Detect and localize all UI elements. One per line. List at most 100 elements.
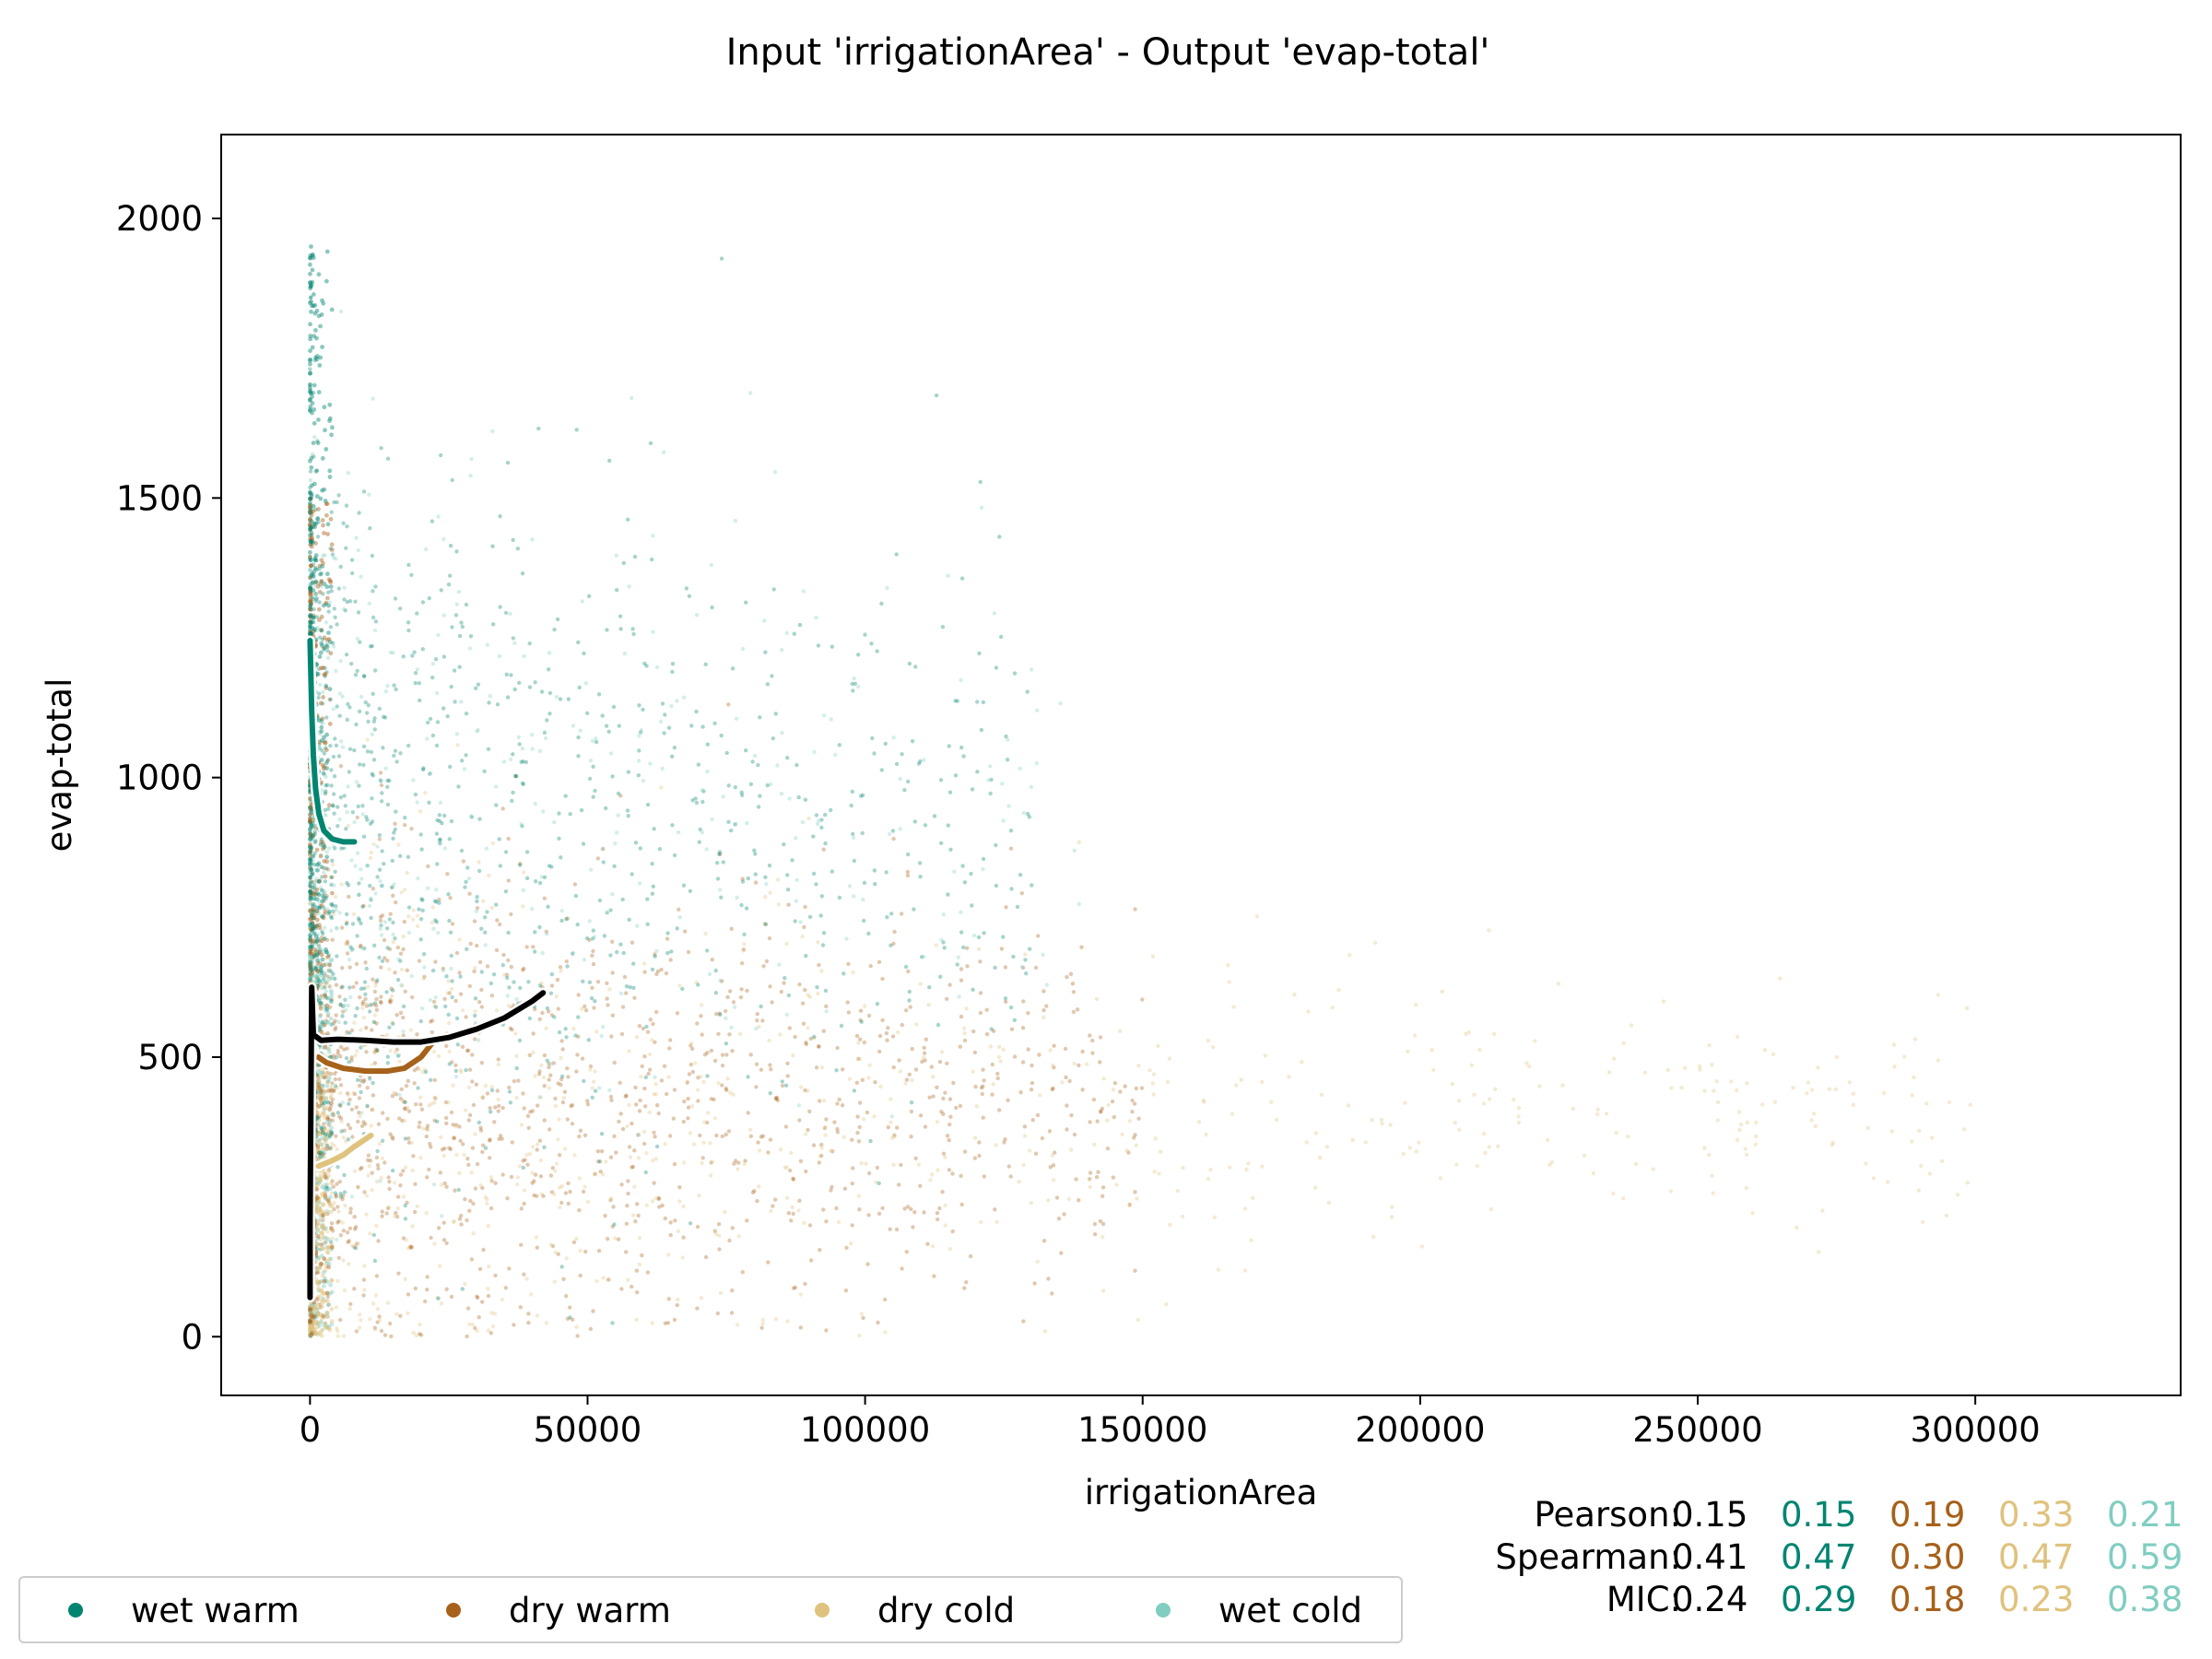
scatter-point bbox=[1095, 1119, 1100, 1124]
scatter-point bbox=[308, 568, 312, 572]
scatter-point bbox=[1105, 1118, 1110, 1123]
scatter-point bbox=[409, 827, 414, 831]
scatter-point bbox=[641, 961, 647, 966]
scatter-point bbox=[1939, 1159, 1945, 1164]
scatter-point bbox=[365, 1086, 370, 1090]
scatter-point bbox=[549, 865, 554, 869]
scatter-point bbox=[410, 1168, 415, 1173]
scatter-point bbox=[819, 969, 824, 973]
scatter-point bbox=[317, 900, 322, 905]
scatter-point bbox=[337, 1114, 342, 1119]
scatter-point bbox=[433, 1005, 439, 1009]
scatter-point bbox=[469, 1170, 474, 1175]
scatter-point bbox=[352, 1244, 357, 1250]
scatter-point bbox=[323, 1136, 327, 1141]
scatter-point bbox=[309, 582, 313, 586]
scatter-point bbox=[334, 1013, 338, 1018]
scatter-point bbox=[654, 971, 659, 977]
scatter-point bbox=[632, 1184, 637, 1189]
scatter-point bbox=[1099, 1110, 1103, 1114]
scatter-point bbox=[539, 1192, 544, 1196]
scatter-point bbox=[371, 589, 375, 594]
scatter-point bbox=[897, 1182, 901, 1187]
scatter-point bbox=[476, 727, 480, 733]
scatter-point bbox=[507, 1266, 512, 1271]
scatter-point bbox=[756, 762, 760, 768]
scatter-point bbox=[648, 1067, 653, 1072]
scatter-point bbox=[359, 1124, 365, 1129]
scatter-point bbox=[319, 952, 324, 958]
scatter-point bbox=[308, 953, 313, 958]
scatter-point bbox=[315, 1131, 321, 1136]
scatter-point bbox=[345, 810, 349, 815]
scatter-point bbox=[506, 836, 511, 841]
scatter-point bbox=[308, 1318, 313, 1324]
scatter-point bbox=[321, 895, 326, 900]
scatter-point bbox=[318, 1319, 324, 1324]
scatter-point bbox=[858, 794, 864, 798]
scatter-point bbox=[941, 940, 946, 945]
scatter-point bbox=[1493, 1087, 1498, 1092]
scatter-point bbox=[402, 919, 406, 924]
scatter-point bbox=[318, 1098, 323, 1102]
scatter-point bbox=[588, 1326, 594, 1332]
scatter-point bbox=[645, 897, 650, 901]
scatter-point bbox=[373, 1293, 379, 1298]
scatter-point bbox=[320, 1300, 325, 1305]
scatter-point bbox=[315, 1236, 321, 1241]
scatter-point bbox=[308, 799, 312, 804]
scatter-point bbox=[1041, 1015, 1046, 1020]
scatter-point bbox=[757, 1148, 762, 1153]
scatter-point bbox=[920, 1059, 924, 1065]
scatter-point bbox=[814, 813, 819, 818]
scatter-point bbox=[923, 1051, 927, 1055]
scatter-point bbox=[311, 1319, 316, 1324]
scatter-point bbox=[412, 1081, 417, 1086]
scatter-point bbox=[534, 1235, 539, 1240]
scatter-point bbox=[596, 1248, 602, 1253]
scatter-point bbox=[503, 1286, 508, 1290]
scatter-point bbox=[319, 1288, 324, 1292]
scatter-point bbox=[354, 722, 359, 727]
scatter-point bbox=[975, 770, 980, 774]
scatter-point bbox=[363, 1001, 369, 1006]
scatter-point bbox=[729, 926, 734, 931]
scatter-point bbox=[309, 945, 314, 950]
scatter-point bbox=[327, 961, 333, 966]
scatter-point bbox=[355, 815, 359, 820]
scatter-point bbox=[768, 1090, 772, 1096]
scatter-point bbox=[312, 628, 317, 633]
scatter-point bbox=[600, 1172, 606, 1177]
scatter-point bbox=[323, 791, 327, 796]
scatter-point bbox=[677, 915, 682, 920]
scatter-point bbox=[308, 825, 313, 830]
scatter-point bbox=[383, 689, 389, 694]
scatter-point bbox=[391, 893, 395, 898]
scatter-point bbox=[851, 835, 856, 841]
scatter-point bbox=[441, 968, 446, 973]
scatter-point bbox=[324, 1019, 330, 1025]
scatter-point bbox=[314, 826, 319, 831]
scatter-point bbox=[996, 1044, 1002, 1049]
scatter-point bbox=[1457, 1099, 1462, 1103]
scatter-point bbox=[620, 897, 625, 902]
scatter-point bbox=[314, 1194, 319, 1198]
scatter-point bbox=[524, 1277, 529, 1281]
scatter-point bbox=[312, 1303, 317, 1308]
scatter-point bbox=[938, 778, 944, 782]
scatter-point bbox=[652, 827, 656, 831]
scatter-point bbox=[308, 816, 312, 820]
scatter-point bbox=[797, 1118, 802, 1123]
scatter-point bbox=[353, 864, 358, 868]
scatter-point bbox=[308, 851, 312, 855]
scatter-point bbox=[338, 659, 343, 664]
scatter-point bbox=[346, 1123, 350, 1127]
scatter-point bbox=[610, 1224, 615, 1230]
scatter-point bbox=[320, 1230, 324, 1236]
scatter-point bbox=[458, 974, 463, 979]
scatter-point bbox=[780, 1083, 785, 1088]
scatter-point bbox=[391, 836, 395, 841]
scatter-point bbox=[782, 976, 787, 981]
scatter-point bbox=[465, 1218, 469, 1223]
scatter-point bbox=[481, 1247, 486, 1253]
